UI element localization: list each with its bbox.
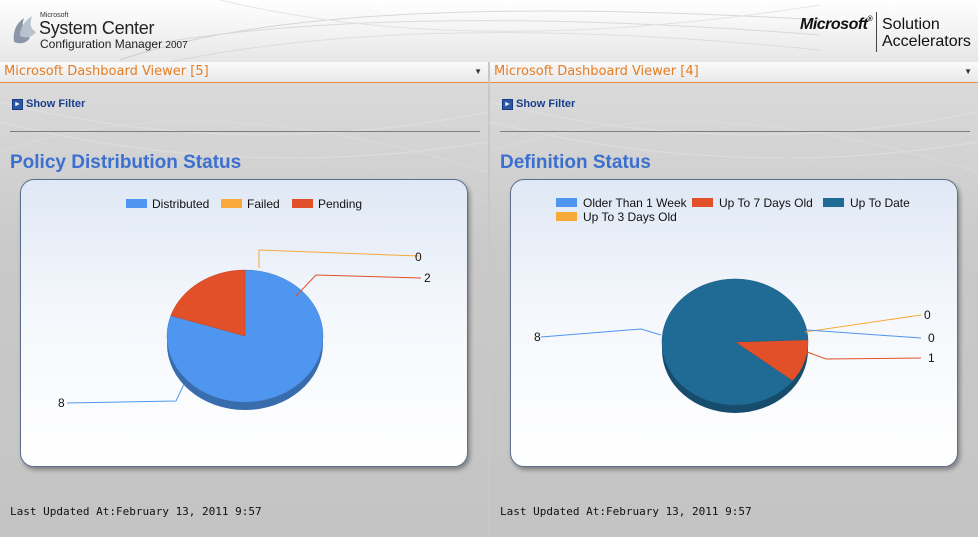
leader-line-pending [295,274,422,297]
banner-swirl-decoration [120,0,820,62]
pie-slices [166,269,324,410]
legend-label-pending: Pending [318,197,362,211]
pie-slices [661,278,809,413]
legend-swatch-up-to-3-days-old [556,212,577,221]
brand-divider [876,12,877,52]
product-sub-text: Configuration Manager [40,37,163,51]
legend-swatch-up-to-7-days-old [692,198,713,207]
legend-label-older-than-1-week: Older Than 1 Week [583,196,688,210]
chart-title: Policy Distribution Status [10,152,242,173]
chart-area: Older Than 1 Week Up To 7 Days Old Up To… [510,179,958,467]
microsoft-logo: Microsoft® [800,16,873,34]
data-label-up-to-7-days-old: 1 [928,351,935,365]
system-center-logo-icon [13,16,36,44]
leader-line-older-than-1-week [806,329,922,339]
legend-label-failed: Failed [247,197,280,211]
legend-swatch-distributed [126,199,147,208]
registered-mark: ® [867,16,873,23]
panel-header: Microsoft Dashboard Viewer [4] ▼ [490,62,978,83]
legend-swatch-failed [221,199,242,208]
data-label-up-to-date: 8 [534,330,541,344]
dashboard-panel-policy: Microsoft Dashboard Viewer [5] ▼ ► Show … [0,62,488,537]
panel-header-title: Microsoft Dashboard Viewer [4] [494,64,699,79]
policy-pie-chart: Distributed Failed Pending 0 2 8 [58,197,431,410]
leader-line-up-to-date [540,328,662,338]
dashboard-panel-definition: Microsoft Dashboard Viewer [4] ▼ ► Show … [490,62,978,537]
pie-slice-up-to-date[interactable] [661,278,809,406]
filter-divider [10,131,480,132]
show-filter-label: Show Filter [26,98,86,110]
leader-line-up-to-3-days-old [804,314,922,333]
legend: Older Than 1 Week Up To 7 Days Old Up To… [556,196,910,224]
expand-arrow-icon: ► [12,98,23,110]
legend-swatch-pending [292,199,313,208]
legend-label-up-to-7-days-old: Up To 7 Days Old [719,196,813,210]
pie-slice-pending[interactable] [170,269,246,337]
legend: Distributed Failed Pending [126,197,362,211]
data-label-pending: 2 [424,271,431,285]
panel-header: Microsoft Dashboard Viewer [5] ▼ [0,62,488,83]
solution-accelerators-line1: Solution [882,16,940,33]
data-label-up-to-3-days-old: 0 [924,308,931,322]
product-year: 2007 [165,40,188,51]
show-filter-label: Show Filter [516,98,576,110]
product-subtitle: Configuration Manager 2007 [40,37,188,51]
microsoft-small-label: Microsoft [40,12,69,19]
legend-swatch-up-to-date [823,198,844,207]
last-updated-text: Last Updated At:February 13, 2011 9:57 [500,505,752,518]
app-banner: Microsoft System Center Configuration Ma… [0,0,978,62]
product-line-title: System Center [39,18,155,38]
chart-area: Distributed Failed Pending 0 2 8 [20,179,468,467]
last-updated-text: Last Updated At:February 13, 2011 9:57 [10,505,262,518]
data-label-distributed: 8 [58,396,65,410]
legend-label-up-to-date: Up To Date [850,196,910,210]
filter-divider [500,131,970,132]
chart-title: Definition Status [500,152,651,173]
legend-swatch-older-than-1-week [556,198,577,207]
show-filter-link[interactable]: ► Show Filter [502,98,575,110]
expand-arrow-icon: ► [502,98,513,110]
definition-pie-chart: Older Than 1 Week Up To 7 Days Old Up To… [534,196,935,413]
panel-menu-dropdown-icon[interactable]: ▼ [474,67,482,76]
legend-label-up-to-3-days-old: Up To 3 Days Old [583,210,677,224]
show-filter-link[interactable]: ► Show Filter [12,98,85,110]
leader-line-failed [258,249,420,268]
leader-line-up-to-7-days-old [806,351,922,360]
legend-label-distributed: Distributed [152,197,209,211]
panel-menu-dropdown-icon[interactable]: ▼ [964,67,972,76]
solution-accelerators-line2: Accelerators [882,33,971,50]
microsoft-wordmark: Microsoft [800,16,868,33]
data-label-older-than-1-week: 0 [928,331,935,345]
data-label-failed: 0 [415,250,422,264]
panel-header-title: Microsoft Dashboard Viewer [5] [4,64,209,79]
leader-line-distributed [66,383,185,404]
